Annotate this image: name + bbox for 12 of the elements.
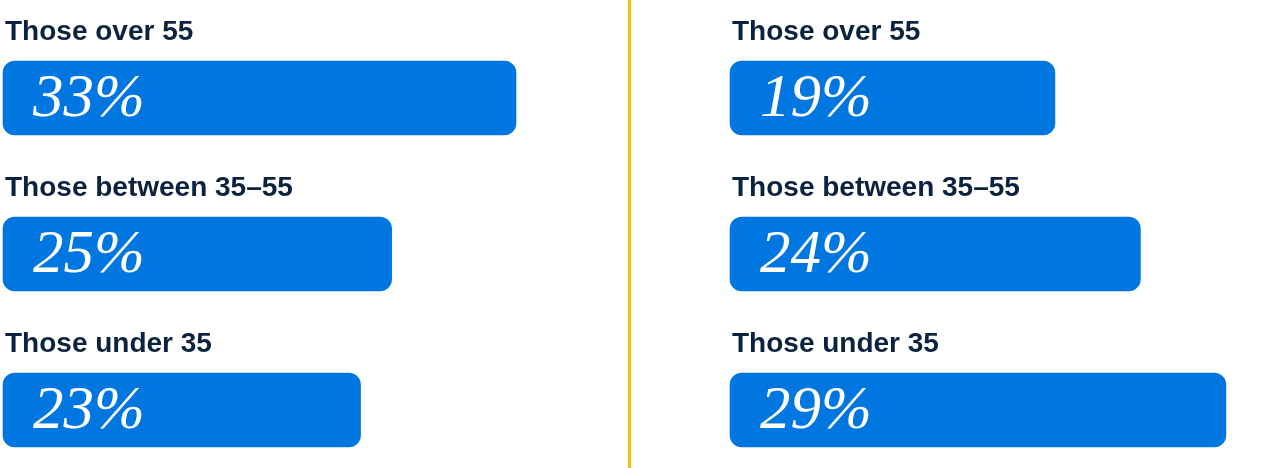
y-tick-label: Those between 35–55 xyxy=(5,171,293,202)
data-label: 33% xyxy=(32,62,145,130)
data-label: 29% xyxy=(760,374,872,442)
y-tick-label: Those under 35 xyxy=(732,327,939,358)
y-tick-label: Those between 35–55 xyxy=(732,171,1020,202)
y-tick-label: Those under 35 xyxy=(5,327,212,358)
data-label: 23% xyxy=(33,374,145,442)
data-label: 19% xyxy=(760,62,872,130)
y-tick-label: Those over 55 xyxy=(5,15,194,46)
data-label: 24% xyxy=(760,218,872,286)
y-tick-label: Those over 55 xyxy=(732,15,921,46)
data-label: 25% xyxy=(33,218,145,286)
